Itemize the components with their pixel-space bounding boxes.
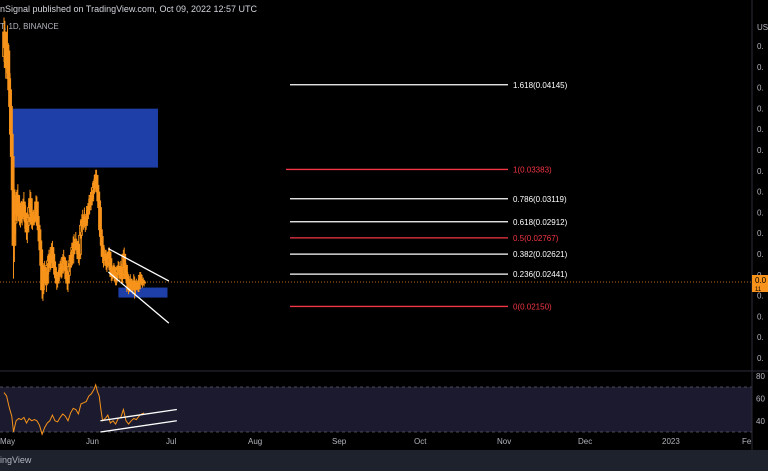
price-tick-label: 0. bbox=[757, 292, 764, 301]
rsi-upper-trendline bbox=[100, 408, 177, 422]
footer-bar: ingView bbox=[0, 450, 768, 471]
fib-level-label: 0.382(0.02621) bbox=[513, 250, 568, 259]
price-tick-label: 0. bbox=[757, 125, 764, 134]
price-tick-label: 0. bbox=[757, 188, 764, 197]
time-tick-label: May bbox=[0, 437, 15, 446]
price-tick-label: 0. bbox=[757, 104, 764, 113]
time-tick-label: Sep bbox=[332, 437, 347, 446]
price-tick-label: 0. bbox=[757, 146, 764, 155]
time-tick-label: Jul bbox=[166, 437, 176, 446]
fib-level-label: 1.618(0.04145) bbox=[513, 81, 568, 90]
price-tick-label: 0. bbox=[757, 250, 764, 259]
price-tick-label: 0. bbox=[757, 354, 764, 363]
last-price-sub: 11 bbox=[755, 287, 762, 293]
price-tick-label: 0. bbox=[757, 84, 764, 93]
price-tick-label: 0. bbox=[757, 208, 764, 217]
trendline-layer bbox=[0, 248, 752, 324]
channel-upper-line bbox=[108, 248, 170, 282]
fib-level-label: 1(0.03383) bbox=[513, 165, 552, 174]
rsi-tick-label: 40 bbox=[756, 417, 765, 426]
last-price-tag bbox=[752, 275, 768, 292]
price-tick-label: 0. bbox=[757, 229, 764, 238]
last-price-value: 0.0 bbox=[755, 276, 767, 285]
chart-canvas: 1.618(0.04145) 1(0.03383) 0.786(0.03119) 0.… bbox=[0, 0, 768, 450]
rsi-tick-label: 60 bbox=[756, 394, 765, 403]
rsi-tick-label: 80 bbox=[756, 372, 765, 381]
time-tick-label: Nov bbox=[497, 437, 511, 446]
channel-lower-line bbox=[107, 271, 170, 324]
fib-level-label: 0.5(0.02767) bbox=[513, 234, 559, 243]
price-tick-label: 0. bbox=[757, 63, 764, 72]
time-tick-label: Aug bbox=[248, 437, 262, 446]
footer-brand[interactable]: ingView bbox=[0, 455, 32, 465]
rsi-layer bbox=[0, 383, 752, 436]
fib-level-label: 0.236(0.02441) bbox=[513, 270, 568, 279]
time-tick-label: 2023 bbox=[662, 437, 680, 446]
symbol-label: T, 1D, BINANCE bbox=[0, 22, 59, 31]
fibonacci-layer: 1.618(0.04145) 1(0.03383) 0.786(0.03119) 0.… bbox=[286, 81, 568, 311]
zone-layer bbox=[12, 108, 168, 298]
resistance-zone bbox=[12, 108, 158, 168]
price-axis-currency: US bbox=[757, 23, 768, 32]
time-tick-label: Oct bbox=[414, 437, 427, 446]
price-tick-label: 0. bbox=[757, 42, 764, 51]
time-tick-label: Dec bbox=[578, 437, 592, 446]
fib-level-label: 0(0.02150) bbox=[513, 302, 552, 311]
price-tick-label: 0. bbox=[757, 312, 764, 321]
support-zone bbox=[118, 287, 168, 298]
price-tick-label: 0. bbox=[757, 167, 764, 176]
candle-layer bbox=[2, 17, 147, 301]
price-tick-label: 0. bbox=[757, 333, 764, 342]
publish-header: nSignal published on TradingView.com, Oc… bbox=[0, 4, 257, 14]
fib-level-label: 0.618(0.02912) bbox=[513, 218, 568, 227]
time-tick-label: Jun bbox=[86, 437, 99, 446]
rsi-band bbox=[0, 387, 752, 432]
axes-layer: US0.0.0.0.0.0.0.0.0.0.0.0.0.0.0.0.0.0114… bbox=[0, 0, 768, 450]
time-tick-label: Fe bbox=[742, 437, 752, 446]
rsi-lower-trendline bbox=[100, 420, 177, 433]
fib-level-label: 0.786(0.03119) bbox=[513, 195, 567, 204]
